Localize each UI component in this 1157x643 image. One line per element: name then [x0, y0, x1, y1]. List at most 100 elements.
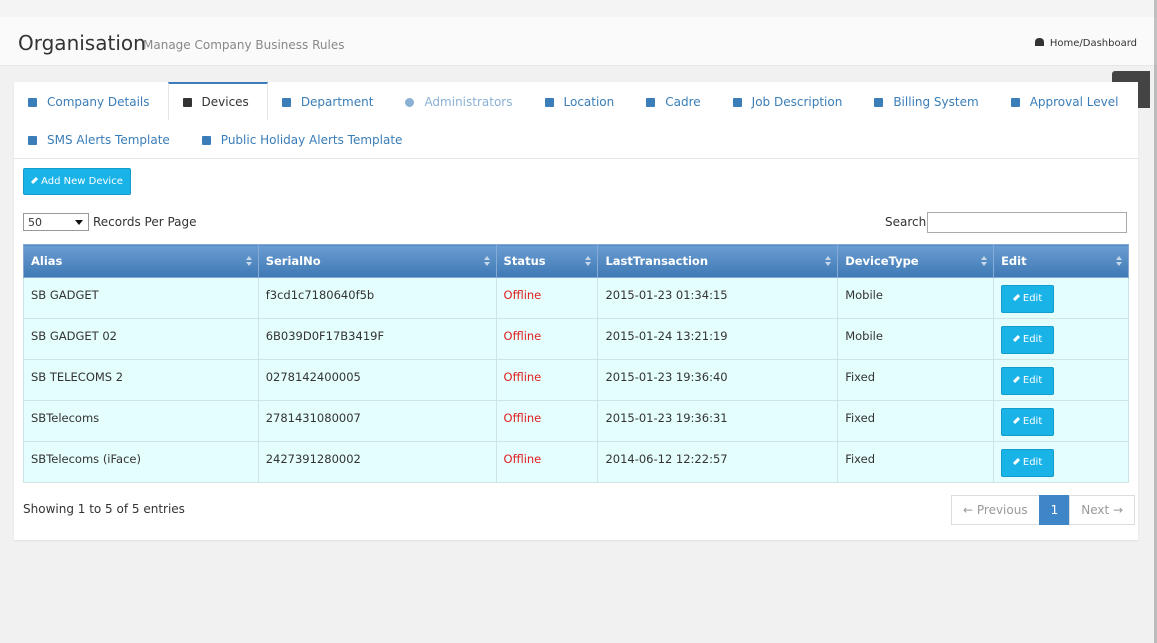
table-cell: 2015-01-23 19:36:40: [597, 359, 839, 401]
tab[interactable]: Approval Level: [997, 82, 1137, 120]
tab-icon: [405, 98, 415, 107]
table-cell: 2781431080007: [257, 400, 497, 442]
table-row: SBTelecoms (iFace) 2427391280002 Offline 20…: [23, 441, 1129, 483]
column-header[interactable]: DeviceType: [837, 244, 995, 278]
search-input[interactable]: [927, 212, 1127, 233]
column-header[interactable]: SerialNo: [257, 244, 497, 278]
table-info: Showing 1 to 5 of 5 entries: [23, 502, 185, 516]
edit-label: Edit: [1022, 416, 1043, 427]
tab[interactable]: Company Details: [14, 82, 168, 120]
scrollbar: [1154, 0, 1157, 643]
table-cell: Offline: [495, 277, 599, 319]
page-size-select[interactable]: 50: [23, 213, 89, 231]
devices-table: Alias SerialNo Status LastTransaction Device…: [23, 244, 1129, 483]
pagination: ← Previous 1 Next →: [951, 495, 1136, 525]
table-cell: Fixed: [837, 359, 995, 401]
table-cell: Edit: [993, 441, 1129, 483]
table-cell: 2014-06-12 12:22:57: [597, 441, 839, 483]
page-button[interactable]: Next →: [1069, 495, 1136, 525]
table-cell: Offline: [495, 400, 599, 442]
tab-label: Job Description: [751, 95, 843, 109]
tab[interactable]: Cadre: [632, 82, 718, 120]
table-row: SB GADGET f3cd1c7180640f5b Offline 2015-01-…: [23, 277, 1129, 319]
edit-button[interactable]: Edit: [1001, 408, 1055, 436]
icon: [1012, 416, 1020, 425]
table-row: SB GADGET 02 6B039D0F17B3419F Offline 2015-…: [23, 318, 1129, 360]
table-cell: Edit: [993, 318, 1129, 360]
edit-button[interactable]: Edit: [1001, 367, 1055, 395]
tab-label: Devices: [201, 95, 249, 109]
tab-label: Department: [300, 95, 374, 109]
tab-label: Location: [563, 95, 615, 109]
tab-bar: Company Details Devices Department Administ…: [14, 82, 1138, 159]
table-cell: Offline: [495, 359, 599, 401]
table-cell: 2015-01-24 13:21:19: [597, 318, 839, 360]
edit-button[interactable]: Edit: [1001, 449, 1055, 477]
table-cell: 0278142400005: [257, 359, 497, 401]
tab-label: Billing System: [893, 95, 979, 109]
tab-icon: [28, 136, 37, 145]
edit-label: Edit: [1022, 375, 1043, 386]
table-cell: Fixed: [837, 441, 995, 483]
icon: [1012, 293, 1020, 302]
table-row: SBTelecoms 2781431080007 Offline 2015-01-23…: [23, 400, 1129, 442]
breadcrumb[interactable]: Home/Dashboard: [1035, 38, 1137, 49]
table-cell: SBTelecoms (iFace): [23, 441, 259, 483]
tab[interactable]: Devices: [167, 82, 268, 120]
tab[interactable]: Job Description: [719, 82, 861, 120]
table-cell: 2015-01-23 19:36:31: [597, 400, 839, 442]
tab-label: Public Holiday Alerts Template: [220, 133, 403, 147]
tab-label: Company Details: [47, 95, 150, 109]
table-cell: 2427391280002: [257, 441, 497, 483]
tab-icon: [732, 98, 742, 107]
tab-icon: [28, 98, 37, 107]
page-size-label: Records Per Page: [93, 215, 197, 229]
icon: [1012, 334, 1020, 343]
table-cell: f3cd1c7180640f5b: [257, 277, 497, 319]
column-header[interactable]: Status: [495, 244, 599, 278]
tab-label: Administrators: [424, 95, 513, 109]
tab-label: Cadre: [665, 95, 701, 109]
edit-label: Edit: [1022, 334, 1043, 345]
table-body: SB GADGET f3cd1c7180640f5b Offline 2015-01-…: [23, 277, 1129, 483]
column-header[interactable]: LastTransaction: [597, 244, 839, 278]
table-cell: Mobile: [837, 277, 995, 319]
page-title: Organisation: [18, 31, 146, 55]
page-button[interactable]: 1: [1038, 495, 1071, 525]
search-label: Search:: [885, 215, 931, 229]
header-row: Alias SerialNo Status LastTransaction Device…: [23, 244, 1129, 278]
tab[interactable]: SMS Alerts Template: [14, 120, 188, 158]
top-strip: [0, 0, 1157, 17]
edit-button[interactable]: Edit: [1001, 326, 1055, 354]
tab-icon: [1010, 98, 1020, 107]
icon: [31, 176, 39, 185]
add-button[interactable]: Add New Device: [23, 168, 131, 195]
panel: Company Details Devices Department Administ…: [14, 82, 1138, 540]
tab[interactable]: Billing System: [860, 82, 996, 120]
add-button-label: Add New Device: [41, 176, 123, 187]
table-cell: Edit: [993, 359, 1129, 401]
table-cell: SB GADGET 02: [23, 318, 259, 360]
tab-icon: [646, 98, 656, 107]
table-cell: Edit: [993, 400, 1129, 442]
table-cell: Mobile: [837, 318, 995, 360]
tab[interactable]: Public Holiday Alerts Template: [188, 120, 421, 158]
edit-label: Edit: [1022, 457, 1043, 468]
table-cell: Offline: [495, 318, 599, 360]
table-cell: Fixed: [837, 400, 995, 442]
edit-button[interactable]: Edit: [1001, 285, 1055, 313]
tab[interactable]: Location: [531, 82, 633, 120]
table-cell: 2015-01-23 01:34:15: [597, 277, 839, 319]
column-header[interactable]: Alias: [23, 244, 259, 278]
edit-label: Edit: [1022, 293, 1043, 304]
page-button[interactable]: ← Previous: [951, 495, 1040, 525]
column-header[interactable]: Edit: [993, 244, 1129, 278]
tab-icon: [281, 98, 291, 107]
tab-icon: [544, 98, 554, 107]
tab[interactable]: Administrators: [391, 82, 530, 120]
tab[interactable]: Department: [268, 82, 392, 120]
table-cell: 6B039D0F17B3419F: [257, 318, 497, 360]
tab-label: SMS Alerts Template: [47, 133, 170, 147]
